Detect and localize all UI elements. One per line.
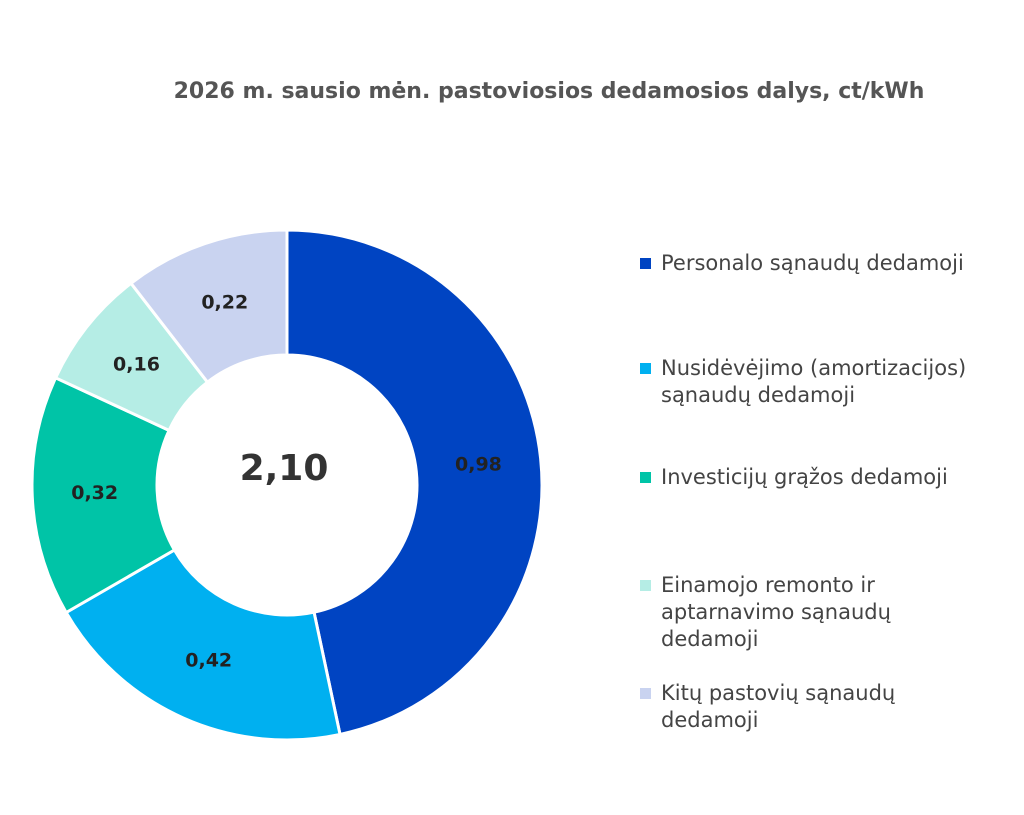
value-label: 0,22 [201, 291, 248, 313]
legend-label: Investicijų grąžos dedamoji [661, 465, 948, 489]
donut-segment [30, 375, 177, 615]
legend-label: Personalo sąnaudų dedamoji [661, 251, 964, 275]
legend-item: Einamojo remonto ir aptarnavimo sąnaudų … [640, 572, 970, 653]
value-label: 0,32 [71, 482, 118, 504]
legend-item: Investicijų grąžos dedamoji [640, 464, 970, 491]
donut-segment [64, 547, 342, 742]
legend-swatch [640, 363, 651, 374]
center-label: 2,10 [240, 448, 329, 489]
legend-swatch [640, 580, 651, 591]
legend-item: Personalo sąnaudų dedamoji [640, 250, 970, 277]
legend-swatch [640, 258, 651, 269]
value-label: 0,98 [455, 453, 502, 475]
donut-segment [128, 228, 289, 385]
legend-label: Nusidėvėjimo (amortizacijos) sąnaudų ded… [661, 356, 967, 407]
chart-title: 2026 m. sausio mėn. pastoviosios dedamos… [174, 79, 925, 104]
legend-swatch [640, 688, 651, 699]
legend-item: Nusidėvėjimo (amortizacijos) sąnaudų ded… [640, 355, 970, 409]
legend-swatch [640, 472, 651, 483]
value-label: 0,42 [185, 649, 232, 671]
value-label: 0,16 [113, 353, 160, 375]
donut-segment [285, 228, 544, 737]
legend-item: Kitų pastovių sąnaudų dedamoji [640, 680, 970, 734]
legend-label: Einamojo remonto ir aptarnavimo sąnaudų … [661, 573, 891, 651]
legend-label: Kitų pastovių sąnaudų dedamoji [661, 681, 896, 732]
